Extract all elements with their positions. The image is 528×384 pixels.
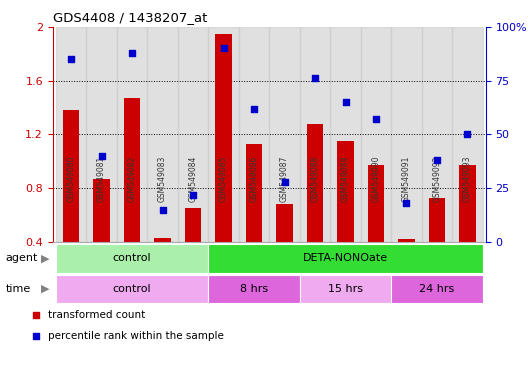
Point: [250, 106, 258, 112]
Point: [402, 200, 411, 206]
Bar: [239, 27, 269, 242]
Text: GSM549083: GSM549083: [158, 156, 167, 202]
Bar: [63, 110, 80, 242]
Bar: [87, 27, 117, 242]
Text: DETA-NONOate: DETA-NONOate: [303, 253, 388, 263]
Bar: [459, 166, 476, 242]
Bar: [391, 27, 422, 242]
Bar: [429, 198, 445, 242]
Text: GSM549084: GSM549084: [188, 156, 197, 202]
Text: ▶: ▶: [41, 284, 49, 294]
Point: [128, 50, 136, 56]
Text: GSM549091: GSM549091: [402, 156, 411, 202]
Point: [67, 56, 76, 62]
Bar: [422, 27, 452, 242]
Text: transformed count: transformed count: [48, 310, 145, 320]
Point: [346, 252, 355, 258]
Text: 15 hrs: 15 hrs: [328, 284, 363, 294]
Bar: [209, 27, 239, 242]
Bar: [337, 141, 354, 242]
Text: GSM549089: GSM549089: [341, 156, 350, 202]
Text: GSM549080: GSM549080: [67, 156, 76, 202]
Bar: [124, 98, 140, 242]
Bar: [361, 27, 391, 242]
Bar: [117, 27, 147, 242]
Bar: [185, 209, 202, 242]
Bar: [246, 144, 262, 242]
Point: [189, 192, 197, 198]
Text: GSM549090: GSM549090: [372, 156, 381, 202]
Bar: [300, 27, 330, 242]
Text: GDS4408 / 1438207_at: GDS4408 / 1438207_at: [53, 11, 207, 24]
Bar: [300, 275, 391, 303]
Bar: [178, 27, 209, 242]
Text: agent: agent: [5, 253, 37, 263]
Bar: [215, 34, 232, 242]
Text: GSM549088: GSM549088: [310, 156, 319, 202]
Point: [311, 75, 319, 81]
Point: [341, 99, 350, 105]
Point: [158, 207, 167, 213]
Bar: [398, 239, 415, 242]
Bar: [56, 27, 87, 242]
Bar: [147, 27, 178, 242]
Bar: [276, 204, 293, 242]
Point: [346, 60, 355, 66]
Text: percentile rank within the sample: percentile rank within the sample: [48, 331, 224, 341]
Text: time: time: [5, 284, 31, 294]
Bar: [452, 27, 483, 242]
Bar: [93, 179, 110, 242]
Bar: [367, 166, 384, 242]
Text: control: control: [113, 284, 152, 294]
Bar: [330, 27, 361, 242]
Text: GSM549093: GSM549093: [463, 156, 472, 202]
Text: GSM549085: GSM549085: [219, 156, 228, 202]
Text: 8 hrs: 8 hrs: [240, 284, 268, 294]
Bar: [209, 275, 300, 303]
Text: ▶: ▶: [41, 253, 49, 263]
Point: [433, 157, 441, 163]
Text: GSM549086: GSM549086: [250, 156, 259, 202]
Bar: [209, 244, 483, 273]
Point: [219, 45, 228, 51]
Bar: [56, 275, 209, 303]
Text: GSM549081: GSM549081: [97, 156, 106, 202]
Bar: [269, 27, 300, 242]
Text: 24 hrs: 24 hrs: [419, 284, 455, 294]
Point: [372, 116, 380, 122]
Bar: [154, 238, 171, 242]
Bar: [307, 124, 324, 242]
Point: [97, 153, 106, 159]
Point: [280, 179, 289, 185]
Bar: [391, 275, 483, 303]
Text: GSM549092: GSM549092: [432, 156, 441, 202]
Point: [463, 131, 472, 137]
Text: GSM549082: GSM549082: [128, 156, 137, 202]
Text: control: control: [113, 253, 152, 263]
Bar: [56, 244, 209, 273]
Text: GSM549087: GSM549087: [280, 156, 289, 202]
